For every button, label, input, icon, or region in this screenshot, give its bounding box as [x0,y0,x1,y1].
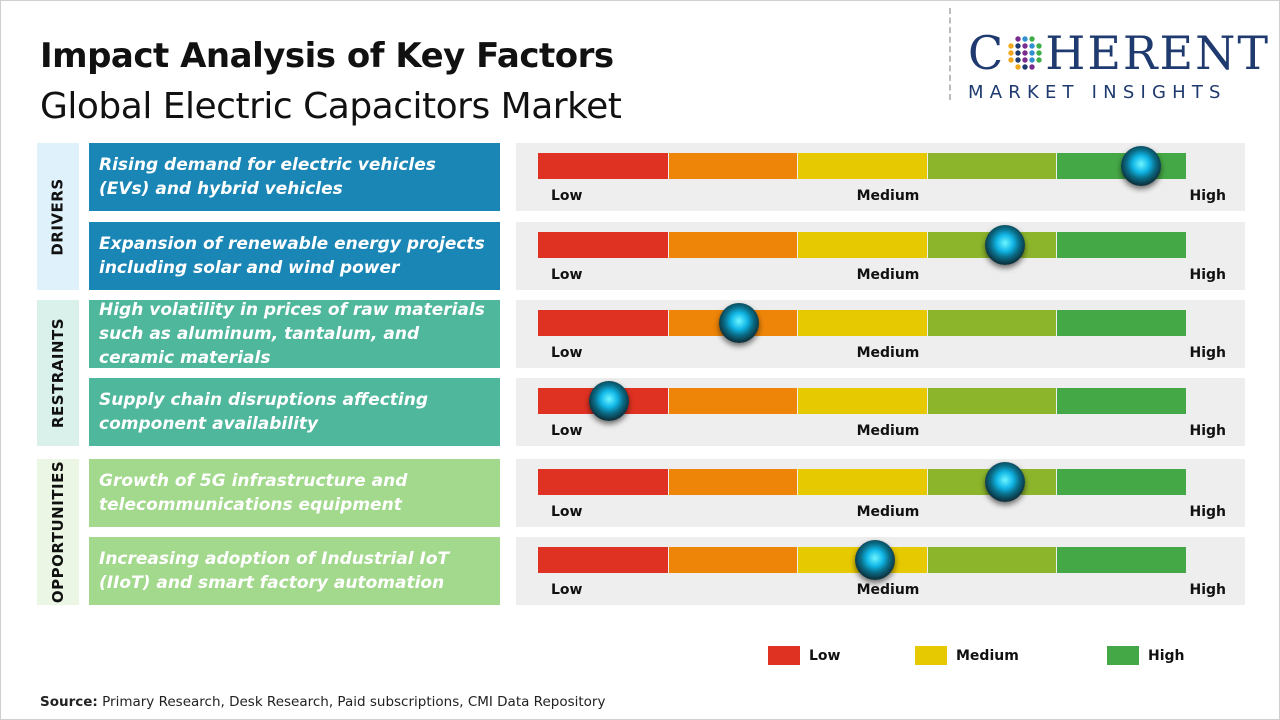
scale-segment [668,232,798,258]
scale-segment [798,232,927,258]
scale-segment [927,388,1057,414]
factor-label: Rising demand for electric vehicles (EVs… [89,143,500,211]
scale-label-low: Low [551,345,583,361]
scale-segment [927,310,1057,336]
factor-label: Expansion of renewable energy projects i… [89,222,500,290]
impact-indicator [854,540,895,580]
source-text: Primary Research, Desk Research, Paid su… [97,694,606,710]
source-note: Source: Primary Research, Desk Research,… [40,694,605,710]
scale-segment [1057,232,1186,258]
category-label: RESTRAINTS [49,317,68,429]
scale-segment [668,547,798,573]
category-band-drivers: DRIVERS [37,143,79,290]
scale-segment [927,547,1057,573]
scale-segment [798,310,927,336]
scale-label-low: Low [551,423,583,439]
scale-label-high: High [1189,423,1226,439]
scale-label-high: High [1189,582,1226,598]
impact-indicator [589,381,630,421]
scale-label-high: High [1189,345,1226,361]
legend-label: Medium [956,647,1019,664]
scale-segment [668,153,798,179]
scale-label-low: Low [551,582,583,598]
legend-item-low: Low [768,646,840,665]
factor-label: Increasing adoption of Industrial IoT (I… [89,537,500,605]
factor-label: High volatility in prices of raw materia… [89,300,500,368]
scale-segment [538,153,668,179]
scale-label-medium: Medium [856,267,920,283]
scale-segment [927,153,1057,179]
scale-label-high: High [1189,504,1226,520]
factor-label: Supply chain disruptions affecting compo… [89,378,500,446]
scale-segment [538,232,668,258]
scale-label-medium: Medium [856,345,920,361]
legend-swatch [768,646,800,665]
company-logo: C HERENT MARKET INSIGHTS [968,26,1271,103]
scale-segment [1057,469,1186,495]
legend-swatch [1107,646,1139,665]
legend-swatch [915,646,947,665]
impact-scale-panel: Low Medium High [516,300,1245,368]
impact-indicator [984,225,1025,265]
logo-wordmark: C HERENT [968,26,1271,80]
chart-subtitle: Global Electric Capacitors Market [40,86,622,127]
impact-indicator [984,462,1025,502]
legend-label: High [1148,647,1185,664]
legend-item-high: High [1107,646,1185,665]
scale-label-high: High [1189,188,1226,204]
impact-scale-panel: Low Medium High [516,537,1245,605]
scale-segment [538,469,668,495]
logo-tagline: MARKET INSIGHTS [968,82,1227,103]
impact-scale-panel: Low Medium High [516,222,1245,290]
chart-title: Impact Analysis of Key Factors [40,36,614,76]
factor-label: Growth of 5G infrastructure and telecomm… [89,459,500,527]
category-label: DRIVERS [49,177,68,256]
scale-segment [668,388,798,414]
impact-scale-panel: Low Medium High [516,378,1245,446]
category-band-opportunities: OPPORTUNITIES [37,459,79,605]
scale-label-medium: Medium [856,504,920,520]
scale-segment [1057,310,1186,336]
scale-segment [1057,547,1186,573]
scale-label-medium: Medium [856,423,920,439]
scale-label-medium: Medium [856,188,920,204]
logo-dot-pattern-icon [1008,36,1042,70]
scale-segment [798,153,927,179]
scale-label-low: Low [551,504,583,520]
scale-segment [668,469,798,495]
scale-label-medium: Medium [856,582,920,598]
category-band-restraints: RESTRAINTS [37,300,79,446]
scale-segment [798,388,927,414]
header-divider [949,8,951,100]
legend-item-medium: Medium [915,646,1019,665]
scale-segment [798,469,927,495]
impact-indicator [718,303,759,343]
scale-segment [538,547,668,573]
source-label: Source: [40,694,98,710]
scale-segment [1057,388,1186,414]
impact-scale-panel: Low Medium High [516,459,1245,527]
impact-indicator [1120,146,1161,186]
scale-segment [538,310,668,336]
impact-scale-panel: Low Medium High [516,143,1245,211]
scale-label-low: Low [551,188,583,204]
legend-label: Low [809,647,841,664]
category-label: OPPORTUNITIES [49,460,67,604]
scale-label-low: Low [551,267,583,283]
scale-label-high: High [1189,267,1226,283]
